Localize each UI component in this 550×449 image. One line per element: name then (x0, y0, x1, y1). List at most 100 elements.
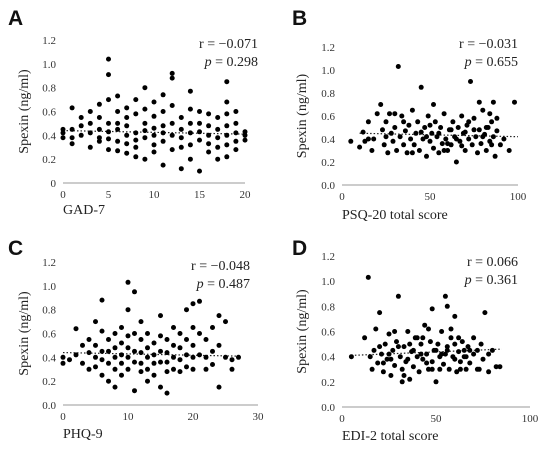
data-point (164, 350, 170, 356)
y-axis-label: Spexin (ng/ml) (17, 291, 32, 376)
data-point (480, 134, 486, 140)
data-point (210, 325, 215, 330)
data-point (115, 138, 121, 144)
data-point (93, 342, 98, 348)
data-point (424, 134, 429, 140)
data-point (215, 135, 221, 141)
data-point (160, 130, 166, 136)
data-point (224, 123, 230, 129)
data-point (233, 109, 239, 114)
data-point (380, 369, 386, 375)
data-point (93, 364, 98, 370)
data-point (184, 307, 189, 313)
y-tick-label: 0.2 (321, 377, 335, 389)
data-point (388, 356, 394, 362)
data-point (427, 339, 433, 345)
data-point (429, 306, 435, 312)
data-point (452, 341, 458, 347)
data-point (429, 366, 435, 372)
y-tick-label: 0.4 (42, 130, 56, 142)
data-point (463, 354, 469, 360)
data-point (206, 149, 212, 155)
data-point (158, 348, 163, 354)
panel-letter: C (8, 237, 23, 260)
x-tick-label: 0 (339, 413, 345, 425)
data-point (132, 359, 137, 365)
data-point (133, 130, 139, 136)
data-point (169, 103, 175, 108)
data-point (151, 142, 157, 148)
data-point (439, 351, 445, 357)
data-point (151, 132, 157, 138)
data-point (142, 128, 148, 134)
y-tick-label: 1.0 (42, 59, 56, 71)
data-point (67, 357, 72, 363)
data-point (392, 363, 398, 368)
data-point (424, 351, 430, 357)
data-point (435, 341, 441, 347)
data-point (377, 310, 383, 316)
data-point (480, 107, 486, 113)
correlation-r: r = −0.031 (459, 37, 518, 52)
y-tick-label: 0.8 (321, 301, 335, 313)
data-point (187, 156, 193, 162)
data-point (457, 359, 463, 365)
data-point (125, 333, 131, 339)
data-point (119, 352, 124, 358)
y-tick-label: 0 (51, 178, 57, 190)
data-point (169, 70, 175, 76)
data-point (133, 154, 139, 160)
data-point (73, 326, 79, 332)
y-tick-label: 0.6 (321, 111, 335, 123)
data-point (223, 319, 228, 325)
panel-d: D 0.0 0.2 0.4 0.6 0.8 1.0 1.2 0 50 100 EDI-2 total … (292, 237, 539, 444)
data-point (151, 125, 157, 131)
data-point (203, 337, 209, 342)
data-point (215, 144, 221, 150)
data-point (210, 348, 215, 354)
y-axis-label: Spexin (ng/ml) (295, 73, 310, 158)
x-tick-label: 0 (60, 189, 66, 201)
data-point (106, 120, 111, 126)
panel-b: B 0.0 0.2 0.4 0.6 0.8 1.0 1.2 0 50 100 PSQ-20 total… (292, 7, 527, 223)
data-point (78, 132, 84, 138)
data-point (171, 342, 176, 348)
data-point (422, 322, 428, 328)
data-point (171, 354, 176, 360)
data-point (164, 337, 170, 342)
data-point (119, 325, 124, 330)
data-point (187, 106, 193, 112)
data-point (367, 354, 373, 360)
x-tick-label: 10 (123, 411, 135, 423)
data-point (494, 115, 500, 121)
data-point (145, 354, 150, 360)
data-point (106, 147, 111, 153)
y-tick-label: 0.0 (42, 400, 56, 412)
data-point (411, 142, 417, 148)
data-point (379, 351, 384, 357)
p-value: p = 0.298 (204, 55, 258, 70)
y-tick-label: 0.0 (321, 180, 335, 192)
p-value-number: = 0.487 (204, 277, 250, 292)
data-point (401, 373, 407, 378)
data-point (387, 111, 392, 117)
data-point (369, 148, 375, 153)
data-point (404, 150, 410, 156)
data-point (164, 369, 170, 375)
data-point (462, 129, 468, 135)
panel-letter: D (292, 237, 307, 260)
data-point (452, 356, 458, 362)
data-point (216, 342, 222, 348)
data-point (469, 142, 475, 148)
data-point (224, 142, 230, 148)
data-point (444, 303, 450, 309)
data-point (424, 153, 429, 159)
data-point (138, 360, 144, 366)
data-point (69, 141, 75, 147)
data-point (87, 120, 93, 126)
data-point (60, 126, 66, 132)
data-point (106, 378, 111, 384)
data-point (369, 366, 375, 372)
data-point (414, 335, 420, 341)
y-tick-label: 0.8 (42, 305, 56, 317)
